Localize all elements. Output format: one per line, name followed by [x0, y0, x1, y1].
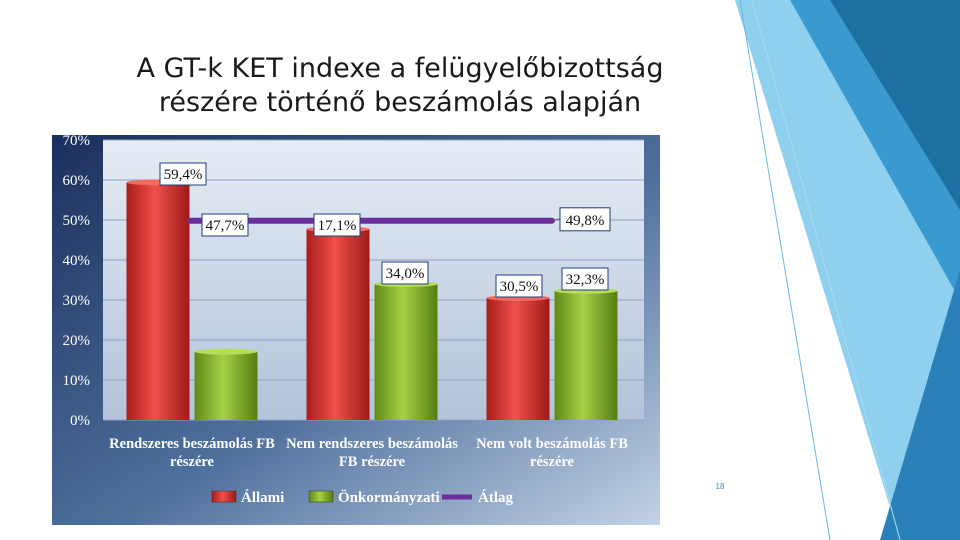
- y-tick-label: 50%: [63, 213, 91, 229]
- average-leader: [551, 218, 561, 222]
- legend-label: Állami: [241, 489, 284, 506]
- y-axis: 0% 10% 20% 30% 40% 50% 60% 70%: [63, 135, 91, 429]
- title-line-2: részére történő beszámolás alapján: [158, 87, 642, 118]
- data-label: 47,7%: [206, 218, 245, 234]
- data-label: 32,3%: [566, 272, 605, 288]
- average-label-box: [559, 207, 611, 232]
- x-category-label: FB részére: [339, 454, 406, 470]
- bar-önkormányzati: [194, 351, 258, 420]
- decor-lower-band: [880, 270, 960, 540]
- data-label-box: [495, 274, 543, 298]
- data-label-box: [381, 261, 429, 285]
- data-labels: 59,4% 47,7% 30,5% 17,1% 34,0% 32,3% 49,8%: [159, 162, 611, 298]
- data-label-box: [313, 213, 361, 237]
- title-line-1: A GT-k KET indexe a felügyelőbizottság: [136, 53, 664, 84]
- bars: [126, 179, 618, 420]
- average-label: 49,8%: [566, 213, 605, 229]
- x-category-label: Rendszeres beszámolás FB: [109, 436, 275, 452]
- x-axis: Rendszeres beszámolás FB részére Nem rends…: [109, 436, 628, 470]
- x-category-label: részére: [170, 454, 215, 470]
- x-category-label: Nem volt beszámolás FB: [476, 436, 628, 452]
- y-tick-label: 30%: [63, 293, 91, 309]
- y-tick-label: 60%: [63, 173, 91, 189]
- data-label: 30,5%: [500, 279, 539, 295]
- bar-önkormányzati: [374, 284, 438, 420]
- data-label-box: [201, 213, 249, 237]
- y-tick-label: 40%: [63, 253, 91, 269]
- slide-title: A GT-k KET indexe a felügyelőbizottság r…: [60, 52, 740, 120]
- chart-svg: 59,4% 47,7% 30,5% 17,1% 34,0% 32,3% 49,8% 0% 10…: [52, 135, 660, 525]
- decor-dark-band: [830, 0, 960, 210]
- legend: Állami Önkormányzati Átlag: [211, 489, 513, 506]
- y-tick-label: 70%: [63, 135, 91, 149]
- bar-top-cap: [194, 348, 258, 355]
- data-label-box: [561, 267, 609, 291]
- data-label: 59,4%: [164, 167, 203, 183]
- average-line-group: [187, 217, 561, 224]
- decor-line: [751, 0, 901, 540]
- data-label: 17,1%: [318, 218, 357, 234]
- legend-swatch: [308, 490, 334, 503]
- legend-label: Önkormányzati: [338, 489, 440, 506]
- bar-állami: [126, 182, 190, 420]
- y-tick-label: 0%: [70, 413, 90, 429]
- plot-area: [103, 140, 644, 420]
- legend-label: Átlag: [478, 489, 513, 506]
- bar-önkormányzati: [554, 290, 618, 420]
- x-category-label: Nem rendszeres beszámolás: [286, 436, 458, 452]
- y-tick-label: 10%: [63, 373, 91, 389]
- gridlines: [103, 139, 644, 421]
- bar-állami: [486, 298, 550, 420]
- legend-swatch: [211, 490, 237, 503]
- x-category-label: részére: [530, 454, 575, 470]
- page-number: 18: [715, 482, 725, 491]
- data-label-box: [159, 162, 207, 186]
- chart: 59,4% 47,7% 30,5% 17,1% 34,0% 32,3% 49,8% 0% 10…: [52, 135, 660, 525]
- decor-line: [739, 0, 831, 540]
- bar-állami: [306, 229, 370, 420]
- y-tick-label: 20%: [63, 333, 91, 349]
- data-label: 34,0%: [386, 266, 425, 282]
